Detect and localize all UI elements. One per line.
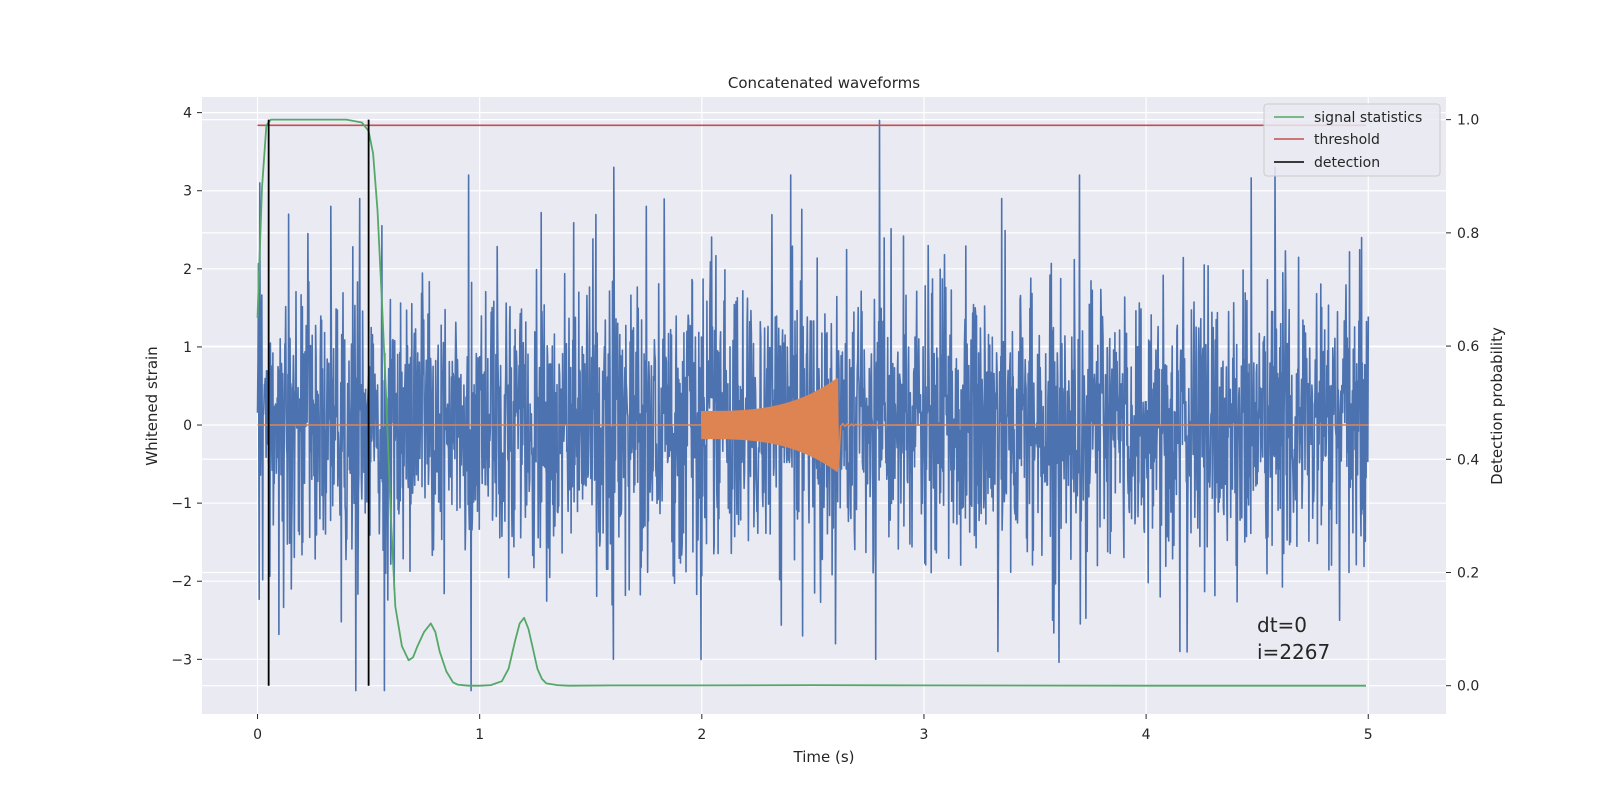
y-axis-label: Whitened strain xyxy=(143,346,161,465)
y-tick-label: −2 xyxy=(171,574,192,590)
y-right-tick-label: 0.0 xyxy=(1457,679,1479,695)
x-tick-label: 5 xyxy=(1364,727,1373,743)
y-right-tick-label: 0.2 xyxy=(1457,565,1479,581)
x-tick-label: 4 xyxy=(1142,727,1151,743)
y-tick-label: 2 xyxy=(183,262,192,278)
y-tick-label: 1 xyxy=(183,340,192,356)
y-tick-label: −1 xyxy=(171,496,192,512)
y-right-tick-label: 1.0 xyxy=(1457,113,1479,129)
y-tick-label: 3 xyxy=(183,184,192,200)
legend-label-threshold: threshold xyxy=(1314,132,1380,148)
chart-title: Concatenated waveforms xyxy=(728,74,920,92)
injected-chirp-line xyxy=(257,378,1369,472)
ticks-layer: 0 1 2 3 4 5 −3 −2 −1 0 1 2 3 4 0.0 0.2 0.4 0.6 0.8 1.0 xyxy=(171,106,1479,743)
y-right-tick-label: 0.8 xyxy=(1457,226,1479,242)
x-tick-label: 2 xyxy=(697,727,706,743)
series-layer xyxy=(256,118,1370,692)
x-tick-label: 1 xyxy=(475,727,484,743)
y-axis-right-label: Detection probability xyxy=(1488,327,1506,485)
annotation-text: dt=0 i=2267 xyxy=(1257,613,1330,664)
x-axis-label: Time (s) xyxy=(793,748,855,766)
annotation-line-i: i=2267 xyxy=(1257,640,1330,664)
legend: signal statistics threshold detection xyxy=(1263,103,1441,177)
legend-label-signal-statistics: signal statistics xyxy=(1314,110,1422,126)
signal-statistics-line xyxy=(256,118,1366,687)
legend-label-detection: detection xyxy=(1314,155,1380,171)
x-tick-label: 0 xyxy=(253,727,262,743)
x-tick-label: 3 xyxy=(920,727,929,743)
y-tick-label: 4 xyxy=(183,106,192,122)
strain-noise-line xyxy=(256,119,1370,692)
y-tick-label: 0 xyxy=(183,418,192,434)
y-right-tick-label: 0.4 xyxy=(1457,452,1479,468)
annotation-line-dt: dt=0 xyxy=(1257,613,1307,637)
y-tick-label: −3 xyxy=(171,652,192,668)
legend-box xyxy=(1263,103,1441,177)
y-right-tick-label: 0.6 xyxy=(1457,339,1479,355)
